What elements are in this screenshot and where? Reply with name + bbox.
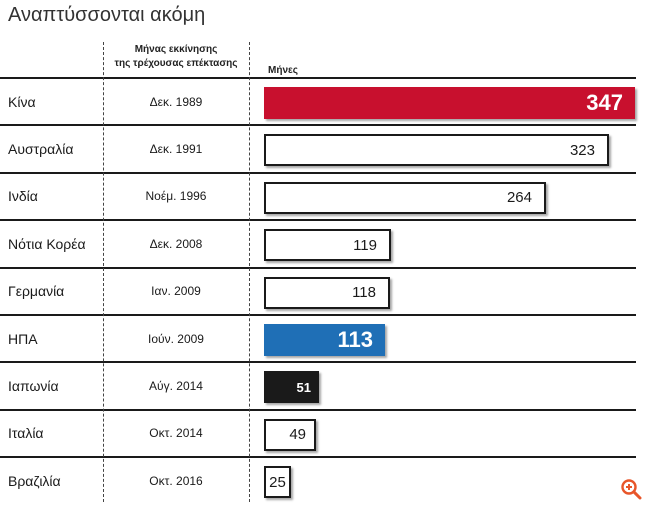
bar: 49	[264, 418, 316, 451]
start-month-label: Δεκ. 2008	[149, 236, 203, 251]
country-label: Νότια Κορέα	[8, 235, 86, 252]
start-month-header: Μήνας εκκίνησης της τρέχουσας επέκτασης	[104, 43, 248, 71]
country-label: Αυστραλία	[8, 140, 74, 157]
bar: 347	[264, 87, 635, 119]
table-row: Αυστραλία Δεκ. 1991 323	[0, 124, 636, 171]
bar: 323	[264, 134, 609, 167]
start-month-label: Ιούν. 2009	[148, 331, 204, 346]
bar: 118	[264, 276, 390, 309]
divider-dashed-1	[103, 42, 104, 502]
start-month-header-line1: Μήνας εκκίνησης	[134, 44, 218, 55]
table-row: Νότια Κορέα Δεκ. 2008 119	[0, 219, 636, 266]
table-row: Βραζιλία Οκτ. 2016 25	[0, 456, 636, 503]
table-row: Γερμανία Ιαν. 2009 118	[0, 266, 636, 314]
bar: 119	[264, 229, 391, 262]
divider-dashed-2	[249, 42, 250, 502]
country-label: Κίνα	[8, 93, 36, 110]
start-month-label: Δεκ. 1991	[149, 141, 203, 156]
start-month-label: Ιαν. 2009	[151, 284, 201, 299]
start-month-label: Νοέμ. 1996	[145, 189, 207, 204]
country-label: Ινδία	[8, 188, 38, 205]
months-header: Μήνες	[268, 65, 298, 76]
table-row: ΗΠΑ Ιούν. 2009 113	[0, 314, 636, 361]
table-row: Ιταλία Οκτ. 2014 49	[0, 408, 636, 456]
bar: 25	[264, 466, 291, 499]
bar: 113	[264, 324, 385, 356]
start-month-header-line2: της τρέχουσας επέκτασης	[114, 58, 238, 69]
bar: 264	[264, 181, 546, 214]
zoom-in-icon[interactable]	[620, 478, 642, 500]
table-row: Ιαπωνία Αύγ. 2014 51	[0, 361, 636, 408]
start-month-label: Αύγ. 2014	[149, 378, 203, 393]
country-label: Ιταλία	[8, 425, 44, 442]
start-month-label: Δεκ. 1989	[149, 94, 203, 109]
country-label: Γερμανία	[8, 283, 65, 300]
country-label: ΗΠΑ	[8, 330, 38, 347]
bar: 51	[264, 371, 319, 404]
table-row: Κίνα Δεκ. 1989 347	[0, 77, 636, 124]
start-month-label: Οκτ. 2016	[149, 473, 203, 488]
country-label: Ιαπωνία	[8, 377, 59, 394]
chart-title: Αναπτύσσονται ακόμη	[8, 4, 206, 26]
table-row: Ινδία Νοέμ. 1996 264	[0, 171, 636, 219]
start-month-label: Οκτ. 2014	[149, 426, 203, 441]
country-label: Βραζιλία	[8, 472, 61, 489]
